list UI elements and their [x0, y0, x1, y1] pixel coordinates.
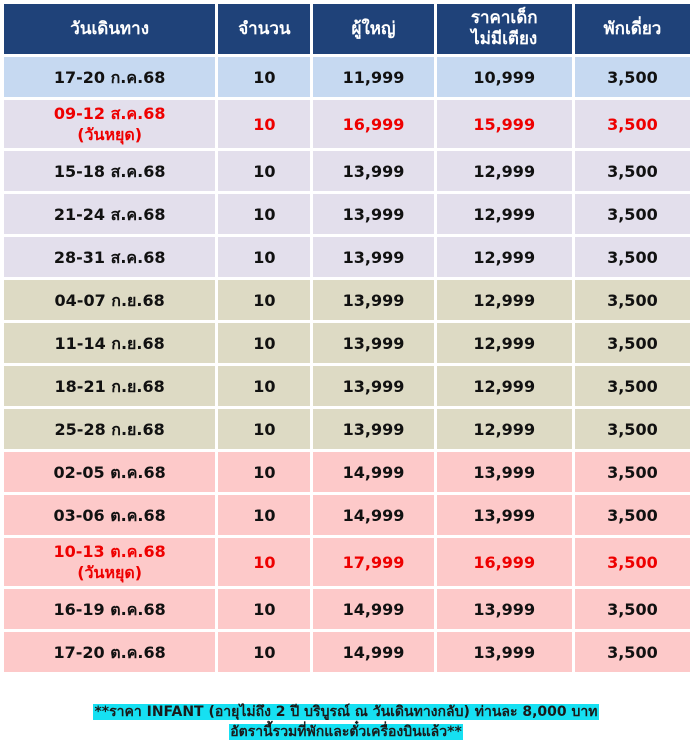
adult-price-cell: 13,999: [313, 280, 434, 320]
child-price-cell: 12,999: [436, 280, 572, 320]
single-supplement-cell: 3,500: [574, 100, 690, 148]
header-single-supplement: พักเดี่ยว: [574, 4, 690, 54]
seats-cell: 10: [218, 632, 311, 672]
table-row: 17-20 ต.ค.68 10 14,999 13,999 3,500: [4, 632, 690, 672]
adult-price-cell: 14,999: [313, 589, 434, 629]
child-price-cell: 13,999: [436, 632, 572, 672]
single-supplement-cell: 3,500: [574, 538, 690, 586]
table-row: 11-14 ก.ย.68 10 13,999 12,999 3,500: [4, 323, 690, 363]
table-row: 04-07 ก.ย.68 10 13,999 12,999 3,500: [4, 280, 690, 320]
single-supplement-cell: 3,500: [574, 366, 690, 406]
seats-cell: 10: [218, 57, 311, 97]
seats-cell: 10: [218, 237, 311, 277]
price-table: วันเดินทาง จำนวน ผู้ใหญ่ ราคาเด็ก ไม่มีเ…: [1, 1, 692, 675]
travel-date-cell: 16-19 ต.ค.68: [4, 589, 216, 629]
table-row: 18-21 ก.ย.68 10 13,999 12,999 3,500: [4, 366, 690, 406]
travel-date-cell: 17-20 ก.ค.68: [4, 57, 216, 97]
single-supplement-cell: 3,500: [574, 194, 690, 234]
adult-price-cell: 11,999: [313, 57, 434, 97]
table-row: 15-18 ส.ค.68 10 13,999 12,999 3,500: [4, 151, 690, 191]
header-row: วันเดินทาง จำนวน ผู้ใหญ่ ราคาเด็ก ไม่มีเ…: [4, 4, 690, 54]
travel-date-cell: 11-14 ก.ย.68: [4, 323, 216, 363]
seats-cell: 10: [218, 409, 311, 449]
seats-cell: 10: [218, 366, 311, 406]
header-seats: จำนวน: [218, 4, 311, 54]
travel-date-cell: 03-06 ต.ค.68: [4, 495, 216, 535]
adult-price-cell: 13,999: [313, 151, 434, 191]
travel-date-cell: 28-31 ส.ค.68: [4, 237, 216, 277]
table-row: 02-05 ต.ค.68 10 14,999 13,999 3,500: [4, 452, 690, 492]
travel-date-cell: 10-13 ต.ค.68 (วันหยุด): [4, 538, 216, 586]
child-price-cell: 12,999: [436, 323, 572, 363]
child-price-cell: 13,999: [436, 495, 572, 535]
infant-price-note: **ราคา INFANT (อายุไม่ถึง 2 ปี บริบูรณ์ …: [0, 702, 692, 742]
seats-cell: 10: [218, 323, 311, 363]
child-price-cell: 16,999: [436, 538, 572, 586]
header-adult-price: ผู้ใหญ่: [313, 4, 434, 54]
travel-date-cell: 02-05 ต.ค.68: [4, 452, 216, 492]
adult-price-cell: 13,999: [313, 323, 434, 363]
adult-price-cell: 16,999: [313, 100, 434, 148]
seats-cell: 10: [218, 538, 311, 586]
table-row: 17-20 ก.ค.68 10 11,999 10,999 3,500: [4, 57, 690, 97]
adult-price-cell: 13,999: [313, 409, 434, 449]
travel-date-cell: 25-28 ก.ย.68: [4, 409, 216, 449]
single-supplement-cell: 3,500: [574, 589, 690, 629]
table-row: 21-24 ส.ค.68 10 13,999 12,999 3,500: [4, 194, 690, 234]
travel-date-cell: 21-24 ส.ค.68: [4, 194, 216, 234]
child-price-cell: 12,999: [436, 194, 572, 234]
single-supplement-cell: 3,500: [574, 452, 690, 492]
table-row: 09-12 ส.ค.68 (วันหยุด) 10 16,999 15,999 3,50…: [4, 100, 690, 148]
travel-date-cell: 04-07 ก.ย.68: [4, 280, 216, 320]
adult-price-cell: 17,999: [313, 538, 434, 586]
single-supplement-cell: 3,500: [574, 237, 690, 277]
child-price-cell: 12,999: [436, 366, 572, 406]
table-row: 28-31 ส.ค.68 10 13,999 12,999 3,500: [4, 237, 690, 277]
note-line-2: อัตรานี้รวมที่พักและตั๋วเครื่องบินแล้ว**: [229, 724, 463, 740]
seats-cell: 10: [218, 589, 311, 629]
single-supplement-cell: 3,500: [574, 151, 690, 191]
seats-cell: 10: [218, 452, 311, 492]
header-child-no-bed: ราคาเด็ก ไม่มีเตียง: [436, 4, 572, 54]
table-row: 25-28 ก.ย.68 10 13,999 12,999 3,500: [4, 409, 690, 449]
table-row: 03-06 ต.ค.68 10 14,999 13,999 3,500: [4, 495, 690, 535]
single-supplement-cell: 3,500: [574, 409, 690, 449]
single-supplement-cell: 3,500: [574, 495, 690, 535]
table-row: 10-13 ต.ค.68 (วันหยุด) 10 17,999 16,999 3,50…: [4, 538, 690, 586]
travel-date-cell: 17-20 ต.ค.68: [4, 632, 216, 672]
adult-price-cell: 13,999: [313, 194, 434, 234]
note-line-1: **ราคา INFANT (อายุไม่ถึง 2 ปี บริบูรณ์ …: [93, 704, 599, 720]
child-price-cell: 10,999: [436, 57, 572, 97]
child-price-cell: 15,999: [436, 100, 572, 148]
single-supplement-cell: 3,500: [574, 632, 690, 672]
child-price-cell: 13,999: [436, 589, 572, 629]
adult-price-cell: 13,999: [313, 366, 434, 406]
single-supplement-cell: 3,500: [574, 57, 690, 97]
child-price-cell: 12,999: [436, 237, 572, 277]
table-row: 16-19 ต.ค.68 10 14,999 13,999 3,500: [4, 589, 690, 629]
adult-price-cell: 13,999: [313, 237, 434, 277]
adult-price-cell: 14,999: [313, 632, 434, 672]
child-price-cell: 12,999: [436, 409, 572, 449]
seats-cell: 10: [218, 100, 311, 148]
child-price-cell: 12,999: [436, 151, 572, 191]
seats-cell: 10: [218, 280, 311, 320]
single-supplement-cell: 3,500: [574, 323, 690, 363]
header-travel-date: วันเดินทาง: [4, 4, 216, 54]
child-price-cell: 13,999: [436, 452, 572, 492]
travel-date-cell: 18-21 ก.ย.68: [4, 366, 216, 406]
adult-price-cell: 14,999: [313, 452, 434, 492]
single-supplement-cell: 3,500: [574, 280, 690, 320]
adult-price-cell: 14,999: [313, 495, 434, 535]
travel-date-cell: 15-18 ส.ค.68: [4, 151, 216, 191]
seats-cell: 10: [218, 495, 311, 535]
travel-date-cell: 09-12 ส.ค.68 (วันหยุด): [4, 100, 216, 148]
seats-cell: 10: [218, 194, 311, 234]
seats-cell: 10: [218, 151, 311, 191]
